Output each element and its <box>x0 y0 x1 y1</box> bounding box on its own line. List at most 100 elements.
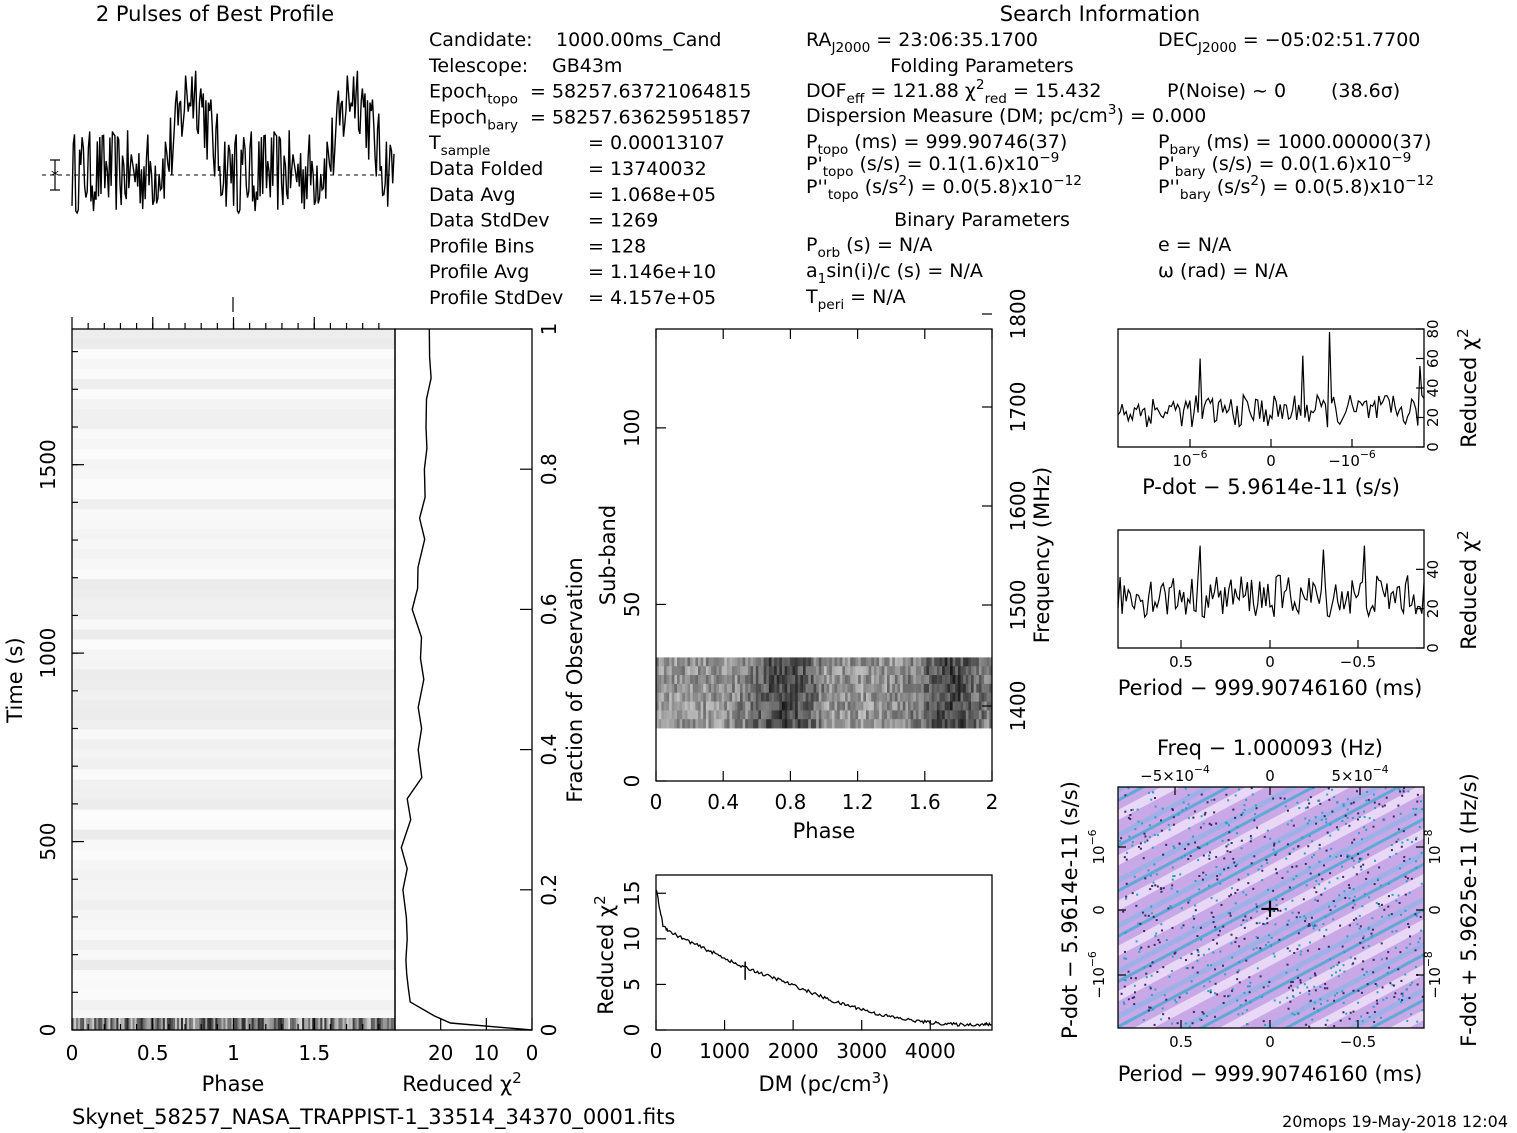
subband-bin <box>973 675 977 685</box>
subband-bin <box>826 675 830 685</box>
subband-bin <box>847 710 851 720</box>
subband-bin <box>887 701 891 711</box>
subband-bin <box>726 657 730 667</box>
subband-bin <box>913 675 917 685</box>
subband-bin <box>779 683 783 694</box>
pp-plane-speckle <box>1359 858 1362 861</box>
pdot-bary-value: P'bary (s/s) = 0.0(1.6)x10−9 <box>1158 150 1411 180</box>
subband-bin <box>782 675 786 685</box>
subband-xlabel: Phase <box>793 819 856 843</box>
subband-bin <box>989 692 993 702</box>
pp-plane-speckle <box>1346 798 1349 801</box>
subband-bin <box>734 719 738 729</box>
subband-bin <box>831 710 835 720</box>
subband-bin <box>821 692 825 702</box>
subband-bin <box>656 666 660 676</box>
pp-plane-speckle <box>1322 923 1325 926</box>
subband-bin <box>661 657 665 667</box>
pp-plane-speckle <box>1360 991 1363 994</box>
phase-time-bin <box>336 1018 339 1030</box>
subband-bin <box>902 683 906 694</box>
pp-plane-speckle <box>1236 978 1239 981</box>
pp-plane-speckle <box>1226 822 1229 825</box>
pp-plane-speckle <box>1208 822 1211 825</box>
subband-bin <box>690 657 694 667</box>
pp-plane-speckle <box>1261 995 1264 998</box>
subband-bin <box>753 683 757 694</box>
subband-bin <box>789 692 793 702</box>
subband-bin <box>947 692 951 702</box>
subband-bin <box>923 675 927 685</box>
pp-plane-speckle <box>1373 883 1376 886</box>
subband-bin <box>669 710 673 720</box>
subband-bin <box>887 692 891 702</box>
subband-bin <box>742 675 746 685</box>
subband-bin <box>810 710 814 720</box>
subband-bin <box>939 719 943 729</box>
pp-plane-speckle <box>1223 868 1226 871</box>
subband-bin <box>703 666 707 676</box>
pp-plane-speckle <box>1341 945 1344 948</box>
pp-plane-speckle <box>1400 913 1403 916</box>
chi-time-xtick: 10 <box>474 1041 499 1065</box>
pp-plane-speckle <box>1137 922 1140 925</box>
pp-plane-speckle <box>1378 803 1381 806</box>
subband-bin <box>758 719 762 729</box>
pp-plane-speckle <box>1355 790 1358 793</box>
pp-plane-speckle <box>1255 807 1258 810</box>
phase-time-row <box>72 329 395 340</box>
subband-bin <box>905 692 909 702</box>
subband-bin <box>936 692 940 702</box>
pp-plane-speckle <box>1193 917 1196 920</box>
pp-plane-speckle <box>1171 884 1174 887</box>
pp-plane-speckle <box>1248 985 1251 988</box>
subband-bin <box>729 657 733 667</box>
pp-plane-speckle <box>1420 882 1423 885</box>
pp-plane-speckle <box>1141 822 1144 825</box>
subband-bin <box>684 675 688 685</box>
subband-bin <box>947 666 951 676</box>
pp-plane-speckle <box>1147 869 1150 872</box>
pp-plane-speckle <box>1133 875 1136 878</box>
pp-plane-speckle <box>1230 842 1233 845</box>
phase-time-bin <box>82 1018 85 1030</box>
subband-bin <box>881 683 885 694</box>
pp-plane-speckle <box>1131 841 1134 844</box>
info-left-label: Profile Avg <box>429 261 529 283</box>
pp-plane-speckle <box>1304 917 1307 920</box>
info-left-value: = 1269 <box>588 210 658 232</box>
subband-bin <box>774 710 778 720</box>
pp-plane-speckle <box>1125 895 1128 898</box>
phase-time-bin <box>136 1018 140 1030</box>
chi-time-line <box>400 328 533 1031</box>
subband-bin <box>813 719 817 729</box>
subband-bin <box>879 666 883 676</box>
dm-xtick: 3000 <box>836 1039 887 1063</box>
pp-plane-speckle <box>1210 799 1213 802</box>
pp-plane-speckle <box>1287 986 1290 989</box>
pp-plane-speckle <box>1314 974 1317 977</box>
pp-plane-speckle <box>1231 989 1234 992</box>
pp-plane-speckle <box>1357 812 1360 815</box>
pp-plane-speckle <box>1185 966 1188 969</box>
pp-plane-speckle <box>1248 976 1251 979</box>
pp-plane-speckle <box>1286 996 1289 999</box>
pp-plane-speckle <box>1286 843 1289 846</box>
phase-time-row <box>72 859 395 871</box>
pp-plane-speckle <box>1414 838 1417 841</box>
chi-time-ytick: 0.6 <box>537 593 561 625</box>
subband-bin <box>860 701 864 711</box>
subband-bin <box>658 710 662 720</box>
phase-time-row <box>72 379 395 390</box>
pp-plane-speckle <box>1359 865 1362 868</box>
subband-ytick: 50 <box>620 592 644 617</box>
subband-bin <box>831 657 835 667</box>
subband-bin <box>774 675 778 685</box>
phase-time-row <box>72 399 395 410</box>
subband-xtick: 1.2 <box>842 790 874 814</box>
pp-plane-speckle <box>1420 851 1423 854</box>
subband-bin <box>824 683 828 694</box>
pp-plane-speckle <box>1404 875 1407 878</box>
pp-plane-speckle <box>1185 959 1188 962</box>
